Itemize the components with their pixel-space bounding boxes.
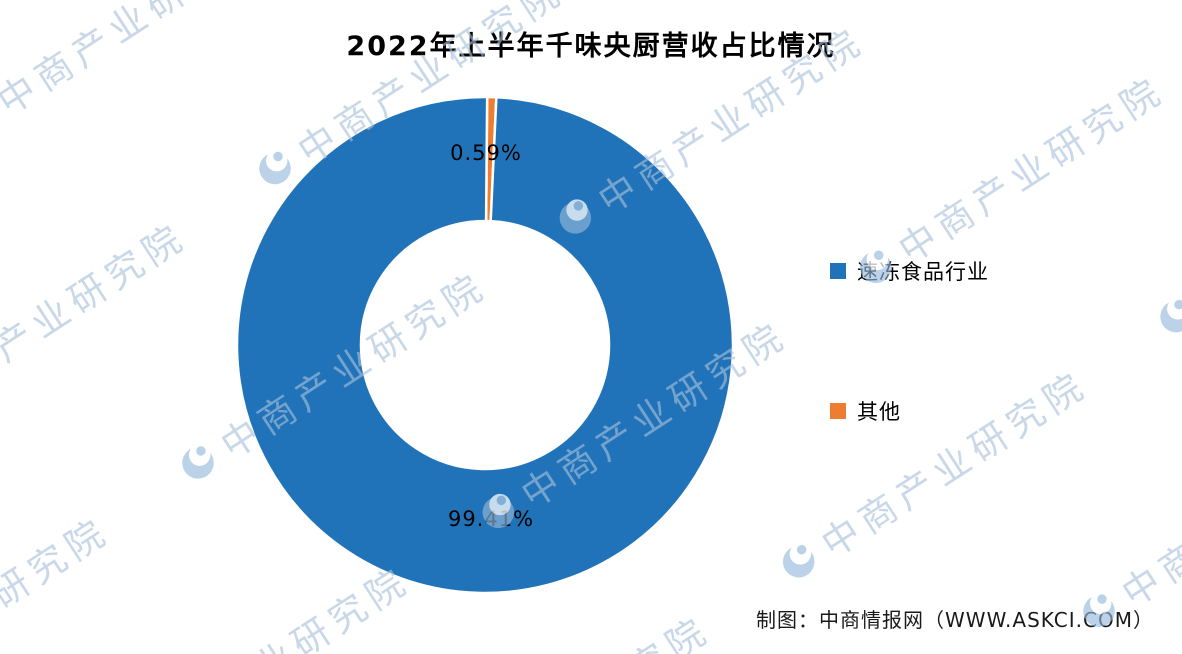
- chart-title: 2022年上半年千味央厨营收占比情况: [346, 31, 836, 62]
- source-credit: 制图：中商情报网（WWW.ASKCI.COM）: [756, 608, 1154, 632]
- legend-label: 速冻食品行业: [857, 260, 989, 284]
- legend-item-frozen-food: 速冻食品行业: [830, 256, 989, 286]
- watermark-item: 中商产业研究院: [692, 649, 1020, 654]
- watermark-text: 中商产业研究院: [891, 68, 1173, 272]
- watermark-text: 中商产业研究院: [732, 649, 1020, 654]
- watermark-item: 中商产业研究院: [769, 355, 1097, 594]
- data-label-main-slice: 99.41%: [447, 507, 535, 531]
- pie-slice-0: [235, 95, 735, 595]
- watermark-logo-icon: [1160, 298, 1182, 333]
- legend-item-other: 其他: [830, 396, 901, 426]
- watermark-item: 中商产业研究院: [0, 501, 119, 654]
- legend-label: 其他: [857, 400, 901, 424]
- watermark-text: 中商产业研究院: [0, 214, 195, 419]
- watermark-item: 中商产业研究院: [923, 0, 1182, 5]
- watermark-item: 中商产业研究院: [1146, 110, 1182, 349]
- donut-chart: [235, 95, 735, 595]
- watermark-logo-icon: [782, 543, 815, 578]
- watermark-text: 中商产业研究院: [0, 508, 118, 654]
- legend-swatch-blue: [830, 263, 846, 279]
- data-label-other-slice: 0.59%: [450, 141, 522, 165]
- watermark-text: 中商产业研究院: [1114, 411, 1182, 616]
- legend-swatch-orange: [830, 403, 846, 419]
- watermark-text: 中商产业研究院: [814, 362, 1096, 567]
- watermark-item: 中商产业研究院: [0, 207, 196, 446]
